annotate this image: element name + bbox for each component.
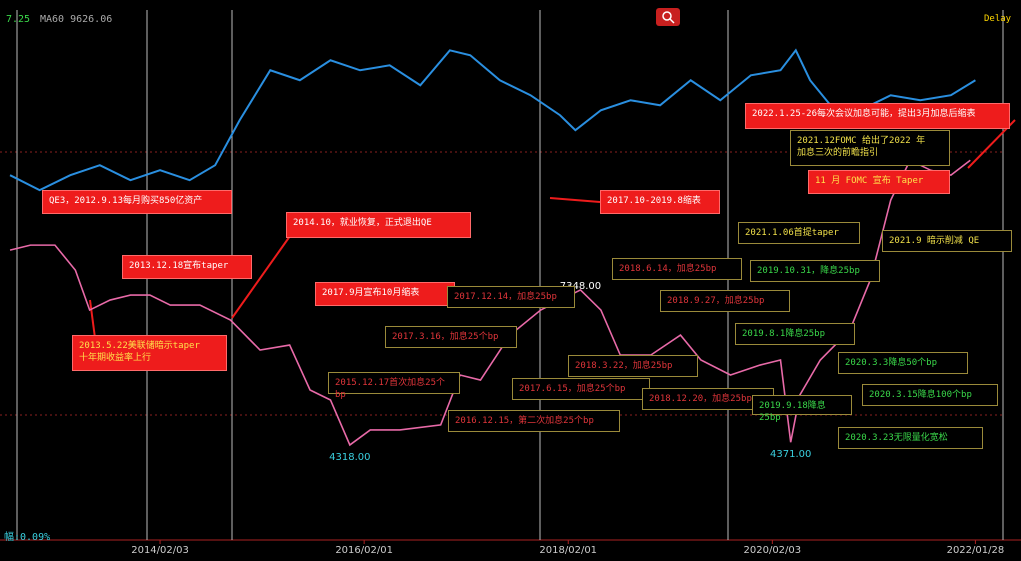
annotation: 2021.9 暗示削减 QE [882, 230, 1012, 252]
annotation: 2017.9月宣布10月缩表 [315, 282, 455, 306]
price-label: 7348.00 [560, 281, 601, 292]
annotation: 11 月 FOMC 宣布 Taper [808, 170, 950, 194]
annotation: 2013.5.22美联储暗示taper 十年期收益率上行 [72, 335, 227, 371]
annotation: 2017.3.16，加息25个bp [385, 326, 517, 348]
annotation: 2014.10，就业恢复，正式退出QE [286, 212, 471, 238]
search-icon [669, 18, 675, 24]
header-value: 7.25 [6, 14, 31, 25]
annotation: 2019.8.1降息25bp [735, 323, 855, 345]
annotation: 2018.12.20，加息25bp [642, 388, 774, 410]
pointer [549, 197, 601, 203]
search-icon [662, 11, 672, 21]
x-tick-label: 2022/01/28 [947, 545, 1005, 556]
change-label: 幅:0.09% [4, 532, 51, 543]
annotation: 2021.12FOMC 给出了2022 年 加息三次的前瞻指引 [790, 130, 950, 166]
x-tick-label: 2016/02/01 [335, 545, 393, 556]
annotation: 2017.6.15，加息25个bp [512, 378, 650, 400]
annotation: 2020.3.23无限量化宽松 [838, 427, 983, 449]
annotation: 2016.12.15，第二次加息25个bp [448, 410, 620, 432]
header-ma: MA60 9626.06 [40, 14, 113, 25]
price-label: 4371.00 [770, 449, 811, 460]
x-tick-label: 2014/02/03 [131, 545, 189, 556]
annotation: 2021.1.06首提taper [738, 222, 860, 244]
annotation: QE3，2012.9.13每月购买850亿资产 [42, 190, 232, 214]
annotation: 2020.3.3降息50个bp [838, 352, 968, 374]
price-label: 4318.00 [329, 452, 370, 463]
series-line [9, 48, 976, 192]
pointer [231, 235, 291, 319]
annotation: 2018.3.22，加息25bp [568, 355, 698, 377]
annotation: 2015.12.17首次加息25个bp [328, 372, 460, 400]
annotation: 2017.12.14，加息25bp [447, 286, 575, 308]
annotation: 2019.9.18降息25bp [752, 395, 852, 423]
annotation: 2020.3.15降息100个bp [862, 384, 998, 406]
annotation: 2017.10-2019.8缩表 [600, 190, 720, 214]
annotation: 2018.6.14，加息25bp [612, 258, 742, 280]
annotation: 2019.10.31，降息25bp [750, 260, 880, 282]
annotation: 2018.9.27，加息25bp [660, 290, 790, 312]
x-tick-label: 2018/02/01 [539, 545, 597, 556]
header-delay: Delay [984, 14, 1012, 24]
annotation: 2013.12.18宣布taper [122, 255, 252, 279]
search-button[interactable] [656, 8, 680, 26]
pointer [89, 299, 96, 339]
x-tick-label: 2020/02/03 [744, 545, 802, 556]
annotation: 2022.1.25-26每次会议加息可能，提出3月加息后缩表 [745, 103, 1010, 129]
